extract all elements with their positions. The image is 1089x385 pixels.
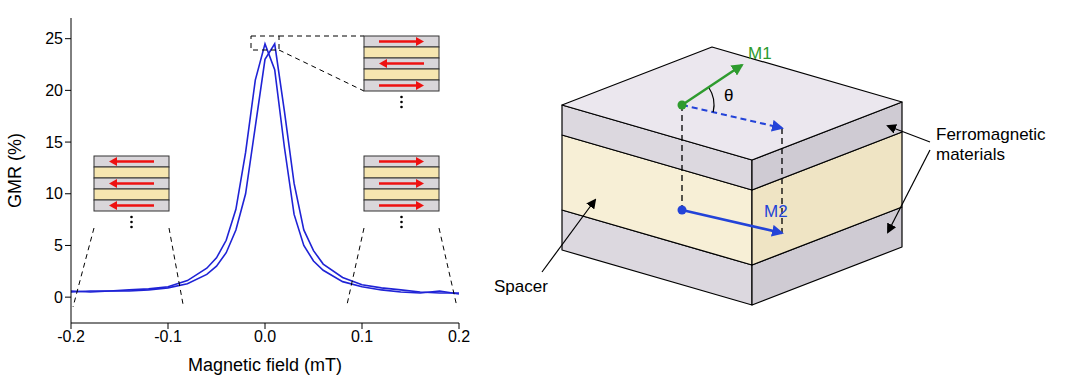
svg-text:M1: M1 <box>748 44 772 63</box>
svg-text:0.1: 0.1 <box>351 328 373 345</box>
svg-text:0.0: 0.0 <box>254 328 276 345</box>
svg-text:0.2: 0.2 <box>448 328 470 345</box>
svg-text:25: 25 <box>45 30 63 47</box>
svg-text:-0.2: -0.2 <box>57 328 85 345</box>
svg-text:5: 5 <box>54 237 63 254</box>
svg-text:M2: M2 <box>764 202 788 221</box>
svg-text:GMR (%): GMR (%) <box>5 133 25 208</box>
svg-text:0: 0 <box>54 289 63 306</box>
svg-text:Magnetic field (mT): Magnetic field (mT) <box>188 355 342 375</box>
svg-text:20: 20 <box>45 82 63 99</box>
svg-text:θ: θ <box>724 86 733 105</box>
svg-text:10: 10 <box>45 185 63 202</box>
svg-text:Ferromagneticmaterials: Ferromagneticmaterials <box>936 125 1046 164</box>
svg-text:Spacer: Spacer <box>494 277 548 296</box>
svg-text:15: 15 <box>45 134 63 151</box>
svg-text:-0.1: -0.1 <box>154 328 182 345</box>
